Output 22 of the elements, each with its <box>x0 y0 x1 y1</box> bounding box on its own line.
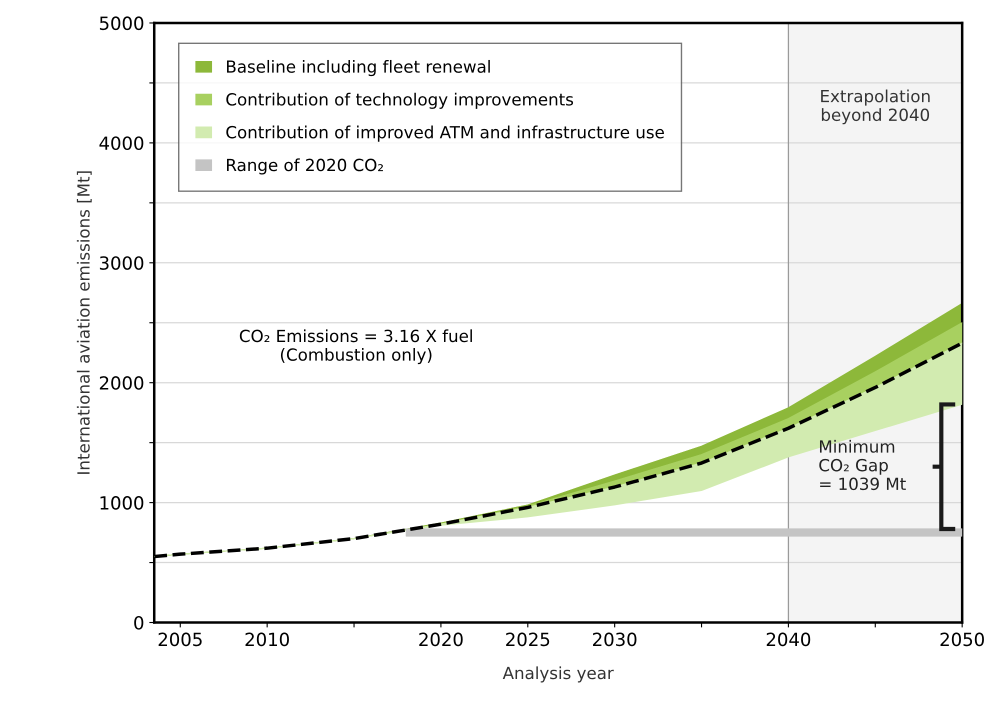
x-tick-label: 2050 <box>940 632 984 646</box>
y-axis-title: International aviation emissions [Mt] <box>76 171 92 474</box>
x-tick-label: 2030 <box>593 632 636 646</box>
y-tick-label: 5000 <box>100 16 144 30</box>
x-tick-label: 2010 <box>246 632 289 646</box>
x-axis-title: Analysis year <box>502 666 614 682</box>
legend-label: Contribution of technology improvements <box>226 92 574 109</box>
y-tick-label: 1000 <box>100 496 144 510</box>
annotation: CO₂ Emissions = 3.16 X fuel (Combustion only) <box>240 329 472 364</box>
x-tick-label: 2040 <box>766 632 810 646</box>
y-tick-label: 2000 <box>100 376 144 390</box>
y-tick-label: 0 <box>134 616 144 630</box>
ref-line-label: Extrapolation beyond 2040 <box>821 90 930 124</box>
x-tick-label: 2025 <box>506 632 550 646</box>
y-tick-label: 3000 <box>100 256 144 270</box>
legend-label: Contribution of improved ATM and infrastructure use <box>226 126 664 142</box>
legend-label: Baseline including fleet renewal <box>227 60 490 76</box>
y-tick-label: 4000 <box>99 136 144 150</box>
x-tick-label: 2005 <box>158 632 202 646</box>
legend-label: Range of 2020 CO₂ <box>227 158 383 174</box>
x-tick-label: 2020 <box>419 632 463 646</box>
annotation: Minimum CO₂ Gap = 1039 Mt <box>819 440 906 490</box>
